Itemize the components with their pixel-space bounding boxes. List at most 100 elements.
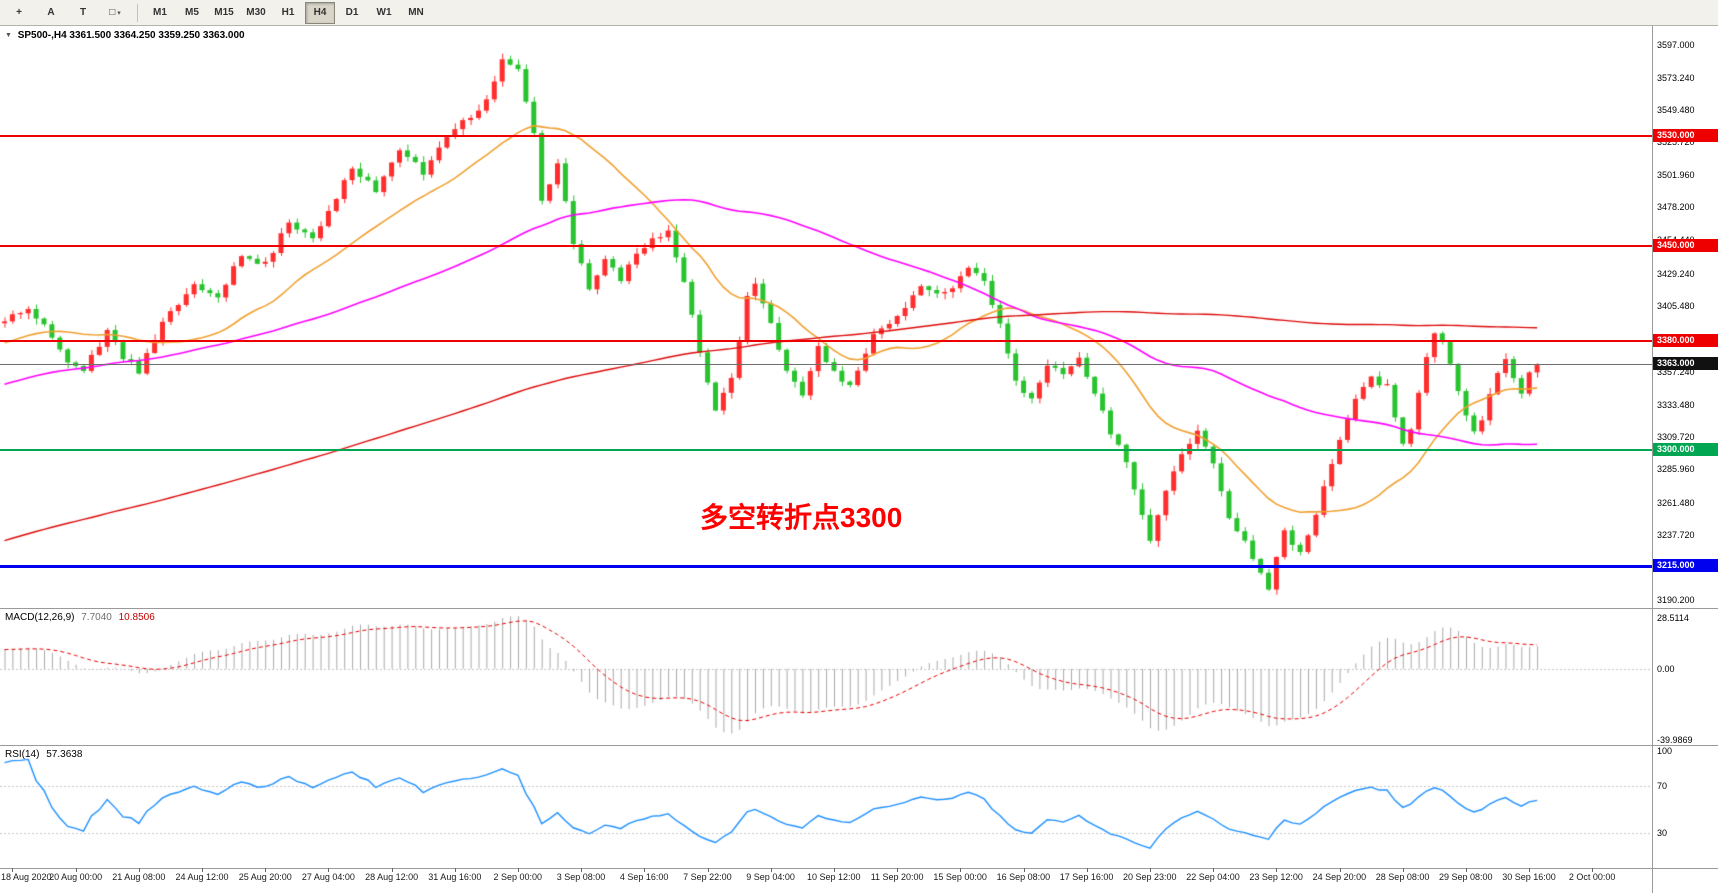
macd-indicator-label: MACD(12,26,9) bbox=[5, 612, 75, 623]
time-label: 17 Sep 16:00 bbox=[1059, 872, 1114, 882]
time-label: 3 Sep 08:00 bbox=[556, 872, 606, 882]
time-label: 24 Aug 12:00 bbox=[175, 872, 229, 882]
price-level-badge[interactable]: 3530.000 bbox=[1653, 129, 1718, 143]
price-tick-label: 3261.480 bbox=[1657, 497, 1695, 508]
time-tick bbox=[960, 868, 962, 872]
time-label: 25 Aug 20:00 bbox=[238, 872, 292, 882]
time-tick bbox=[391, 868, 393, 872]
time-label: 31 Aug 16:00 bbox=[428, 872, 482, 882]
price-level-line[interactable] bbox=[0, 449, 1652, 452]
macd-tick-label: -39.9869 bbox=[1657, 734, 1693, 745]
time-tick bbox=[75, 868, 77, 872]
chart-symbol-period: SP500-,H4 bbox=[17, 30, 67, 41]
rsi-value: 57.3638 bbox=[46, 749, 83, 760]
time-tick bbox=[1213, 868, 1215, 872]
panel-separator bbox=[0, 745, 1718, 746]
time-label: 20 Sep 23:00 bbox=[1123, 872, 1177, 882]
time-tick bbox=[707, 868, 709, 872]
time-label: 2 Sep 00:00 bbox=[493, 872, 543, 882]
time-label: 15 Sep 00:00 bbox=[933, 872, 987, 882]
timeframe-button-m5[interactable]: M5 bbox=[185, 7, 199, 18]
time-label: 22 Sep 04:00 bbox=[1186, 872, 1240, 882]
rsi-tick-label: 70 bbox=[1657, 780, 1668, 791]
time-label: 11 Sep 20:00 bbox=[870, 872, 924, 882]
time-tick bbox=[12, 868, 14, 872]
price-tick-label: 3405.480 bbox=[1657, 301, 1695, 312]
time-tick bbox=[328, 868, 330, 872]
time-tick bbox=[1276, 868, 1278, 872]
time-tick bbox=[1023, 868, 1025, 872]
text-label-tool-button[interactable]: T bbox=[79, 7, 87, 18]
price-level-line[interactable] bbox=[0, 135, 1652, 138]
time-label: 24 Sep 20:00 bbox=[1312, 872, 1367, 882]
time-label: 9 Sep 04:00 bbox=[746, 872, 795, 882]
price-tick-label: 3501.960 bbox=[1657, 169, 1695, 180]
time-tick bbox=[265, 868, 267, 872]
macd-tick-label: 0.00 bbox=[1657, 663, 1675, 674]
time-tick bbox=[518, 868, 519, 872]
time-tick bbox=[138, 868, 140, 872]
toolbar-separator bbox=[137, 3, 138, 22]
timeframe-button-d1[interactable]: D1 bbox=[345, 7, 359, 18]
time-tick bbox=[454, 868, 456, 872]
chart-title-line: ▼ SP500-,H4 3361.500 3364.250 3359.250 3… bbox=[5, 30, 245, 41]
price-tick-label: 3429.240 bbox=[1657, 268, 1695, 279]
time-label: 2 Oct 00:00 bbox=[1568, 872, 1616, 882]
price-level-badge: 3363.000 bbox=[1653, 357, 1718, 371]
time-tick bbox=[202, 868, 203, 872]
price-tick-label: 3309.720 bbox=[1657, 431, 1695, 442]
panel-separator bbox=[0, 868, 1718, 869]
time-tick bbox=[1086, 868, 1088, 872]
price-level-badge[interactable]: 3450.000 bbox=[1653, 238, 1718, 252]
price-level-badge[interactable]: 3380.000 bbox=[1653, 334, 1718, 348]
time-label: 28 Aug 12:00 bbox=[365, 872, 419, 882]
one-click-trading-toggle-icon[interactable]: ▼ bbox=[5, 31, 12, 39]
macd-signal-value: 10.8506 bbox=[118, 612, 155, 623]
price-level-line[interactable] bbox=[0, 565, 1652, 569]
price-level-badge[interactable]: 3215.000 bbox=[1653, 559, 1718, 573]
drawing-tools-group: + A T □ ▾ bbox=[4, 2, 130, 24]
rsi-indicator-label: RSI(14) bbox=[5, 749, 40, 760]
time-label: 27 Aug 04:00 bbox=[301, 872, 355, 882]
time-label: 28 Sep 08:00 bbox=[1375, 872, 1430, 882]
time-tick bbox=[1150, 868, 1151, 872]
timeframe-button-mn[interactable]: MN bbox=[408, 7, 424, 18]
time-tick bbox=[834, 868, 835, 872]
price-tick-label: 3285.960 bbox=[1657, 464, 1695, 475]
rsi-tick-label: 30 bbox=[1657, 827, 1668, 838]
timeframe-button-m1[interactable]: M1 bbox=[153, 7, 167, 18]
time-label: 30 Sep 16:00 bbox=[1502, 872, 1556, 882]
shapes-tool-button[interactable]: □ ▾ bbox=[109, 7, 121, 18]
macd-tick-label: 28.5114 bbox=[1657, 613, 1689, 624]
price-level-line[interactable] bbox=[0, 340, 1652, 343]
text-tool-button[interactable]: A bbox=[47, 7, 55, 18]
macd-label-line: MACD(12,26,9) 7.7040 10.8506 bbox=[5, 612, 155, 623]
price-tick-label: 3478.200 bbox=[1657, 202, 1695, 213]
crosshair-tool-button[interactable]: + bbox=[16, 7, 22, 18]
timeframe-button-h1[interactable]: H1 bbox=[281, 7, 295, 18]
dropdown-arrow-icon: ▾ bbox=[117, 9, 121, 17]
time-label: 10 Sep 12:00 bbox=[807, 872, 861, 882]
timeframe-button-m15[interactable]: M15 bbox=[214, 7, 234, 18]
price-tick-label: 3237.720 bbox=[1657, 530, 1695, 541]
price-tick-label: 3573.240 bbox=[1657, 72, 1695, 83]
time-label: 20 Aug 00:00 bbox=[49, 872, 103, 882]
rsi-tick-label: 100 bbox=[1657, 745, 1673, 756]
time-tick bbox=[1339, 868, 1341, 872]
price-level-line[interactable] bbox=[0, 244, 1652, 247]
time-label: 23 Sep 12:00 bbox=[1249, 872, 1303, 882]
price-tick-label: 3549.480 bbox=[1657, 104, 1695, 115]
time-tick bbox=[644, 868, 646, 872]
timeframe-button-h4[interactable]: H4 bbox=[305, 1, 335, 24]
time-tick bbox=[1402, 868, 1404, 872]
time-tick bbox=[1592, 868, 1594, 872]
price-level-badge[interactable]: 3300.000 bbox=[1653, 443, 1718, 457]
time-tick bbox=[897, 868, 899, 872]
time-label: 29 Sep 08:00 bbox=[1439, 872, 1493, 882]
timeframe-button-m30[interactable]: M30 bbox=[246, 7, 266, 18]
price-tick-label: 3333.480 bbox=[1657, 399, 1695, 410]
time-label: 7 Sep 22:00 bbox=[683, 872, 732, 882]
timeframe-button-w1[interactable]: W1 bbox=[376, 7, 392, 18]
chart-annotation[interactable]: 多空转折点3300 bbox=[700, 502, 903, 533]
